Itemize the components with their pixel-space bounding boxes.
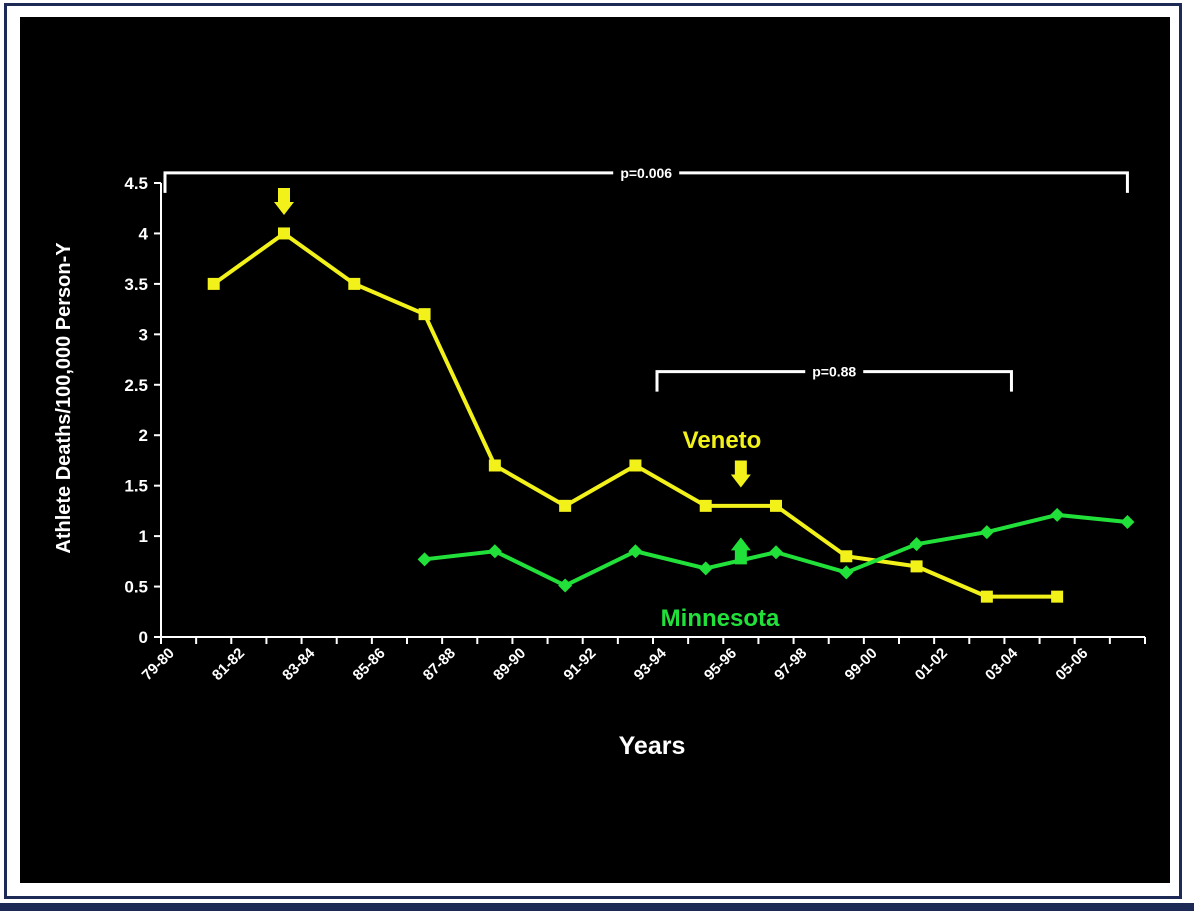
series-veneto bbox=[207, 227, 1064, 603]
x-tick-label: 01-02 bbox=[912, 645, 951, 684]
data-point bbox=[207, 277, 220, 290]
chart-panel bbox=[20, 17, 1170, 883]
data-point bbox=[629, 459, 642, 472]
y-tick-label: 4 bbox=[139, 224, 149, 243]
x-tick-label: 97-98 bbox=[771, 645, 810, 684]
data-point bbox=[980, 590, 993, 603]
data-point bbox=[770, 499, 782, 512]
x-tick-label: 99-00 bbox=[842, 645, 881, 684]
x-tick-label: 91-92 bbox=[560, 645, 599, 684]
data-point bbox=[1050, 507, 1065, 522]
x-tick-label: 87-88 bbox=[420, 645, 459, 684]
series-label-veneto: Veneto bbox=[683, 427, 762, 454]
x-tick-label: 03-04 bbox=[982, 644, 1022, 684]
y-tick-label: 1.5 bbox=[124, 477, 148, 496]
series-layer bbox=[207, 227, 1135, 603]
bracket-line-right bbox=[679, 171, 1129, 193]
data-point bbox=[1120, 514, 1135, 529]
p-value-label: p=0.006 bbox=[620, 165, 672, 181]
data-point bbox=[278, 227, 290, 240]
data-point bbox=[1051, 590, 1064, 603]
series-label-minnesota: Minnesota bbox=[661, 605, 780, 632]
data-point bbox=[840, 550, 853, 563]
x-tick-label: 95-96 bbox=[701, 645, 740, 684]
data-point bbox=[699, 499, 712, 512]
p-value-bracket: p=0.88 bbox=[655, 364, 1013, 392]
x-tick-label: 83-84 bbox=[279, 644, 319, 684]
x-tick-label: 79-80 bbox=[139, 645, 178, 684]
y-tick-label: 3.5 bbox=[124, 275, 148, 294]
y-tick-label: 2 bbox=[139, 426, 148, 445]
data-point bbox=[769, 545, 783, 560]
x-axis-title: Years bbox=[619, 732, 686, 760]
bottom-strip bbox=[0, 903, 1194, 911]
data-point bbox=[839, 565, 854, 580]
series-minnesota bbox=[417, 507, 1135, 593]
series-labels: Veneto Minnesota bbox=[661, 427, 780, 632]
data-point bbox=[909, 537, 924, 552]
bracket-line-left bbox=[655, 370, 806, 392]
y-tick-label: 0.5 bbox=[124, 578, 148, 597]
data-point bbox=[910, 560, 923, 573]
data-point bbox=[487, 544, 502, 559]
p-value-bracket: p=0.006 bbox=[163, 165, 1129, 193]
y-tick-label: 2.5 bbox=[124, 376, 148, 395]
x-tick-label: 89-90 bbox=[490, 645, 529, 684]
arrow-down-icon bbox=[274, 188, 294, 216]
y-tick-label: 3 bbox=[139, 325, 148, 344]
data-point bbox=[559, 499, 572, 512]
bracket-line-left bbox=[163, 171, 614, 193]
data-point bbox=[417, 552, 432, 567]
x-tick-label: 93-94 bbox=[631, 644, 671, 684]
y-tick-label: 0 bbox=[139, 628, 148, 647]
bracket-line-right bbox=[863, 370, 1013, 392]
axes: 0 0.5 1 1.5 2 2.5 3 3.5 4 4.5 79-80 81-82 83-84 85-86… bbox=[124, 174, 1146, 684]
x-tick-label: 81-82 bbox=[209, 645, 248, 684]
x-tick-label: 05-06 bbox=[1052, 645, 1091, 684]
data-point bbox=[698, 561, 713, 576]
x-tick-label: 85-86 bbox=[350, 645, 389, 684]
annotations: p=0.006 p=0.88 bbox=[163, 165, 1129, 565]
data-point bbox=[558, 578, 573, 593]
arrow-down-icon bbox=[730, 460, 751, 488]
p-value-label: p=0.88 bbox=[812, 364, 856, 380]
data-point bbox=[628, 544, 643, 559]
data-point bbox=[488, 459, 501, 472]
data-point bbox=[418, 308, 431, 321]
data-point bbox=[348, 277, 361, 290]
y-axis-title: Athlete Deaths/100,000 Person-Y bbox=[53, 242, 75, 554]
y-tick-label: 1 bbox=[139, 527, 148, 546]
data-point bbox=[979, 525, 994, 540]
y-tick-label: 4.5 bbox=[124, 174, 148, 193]
